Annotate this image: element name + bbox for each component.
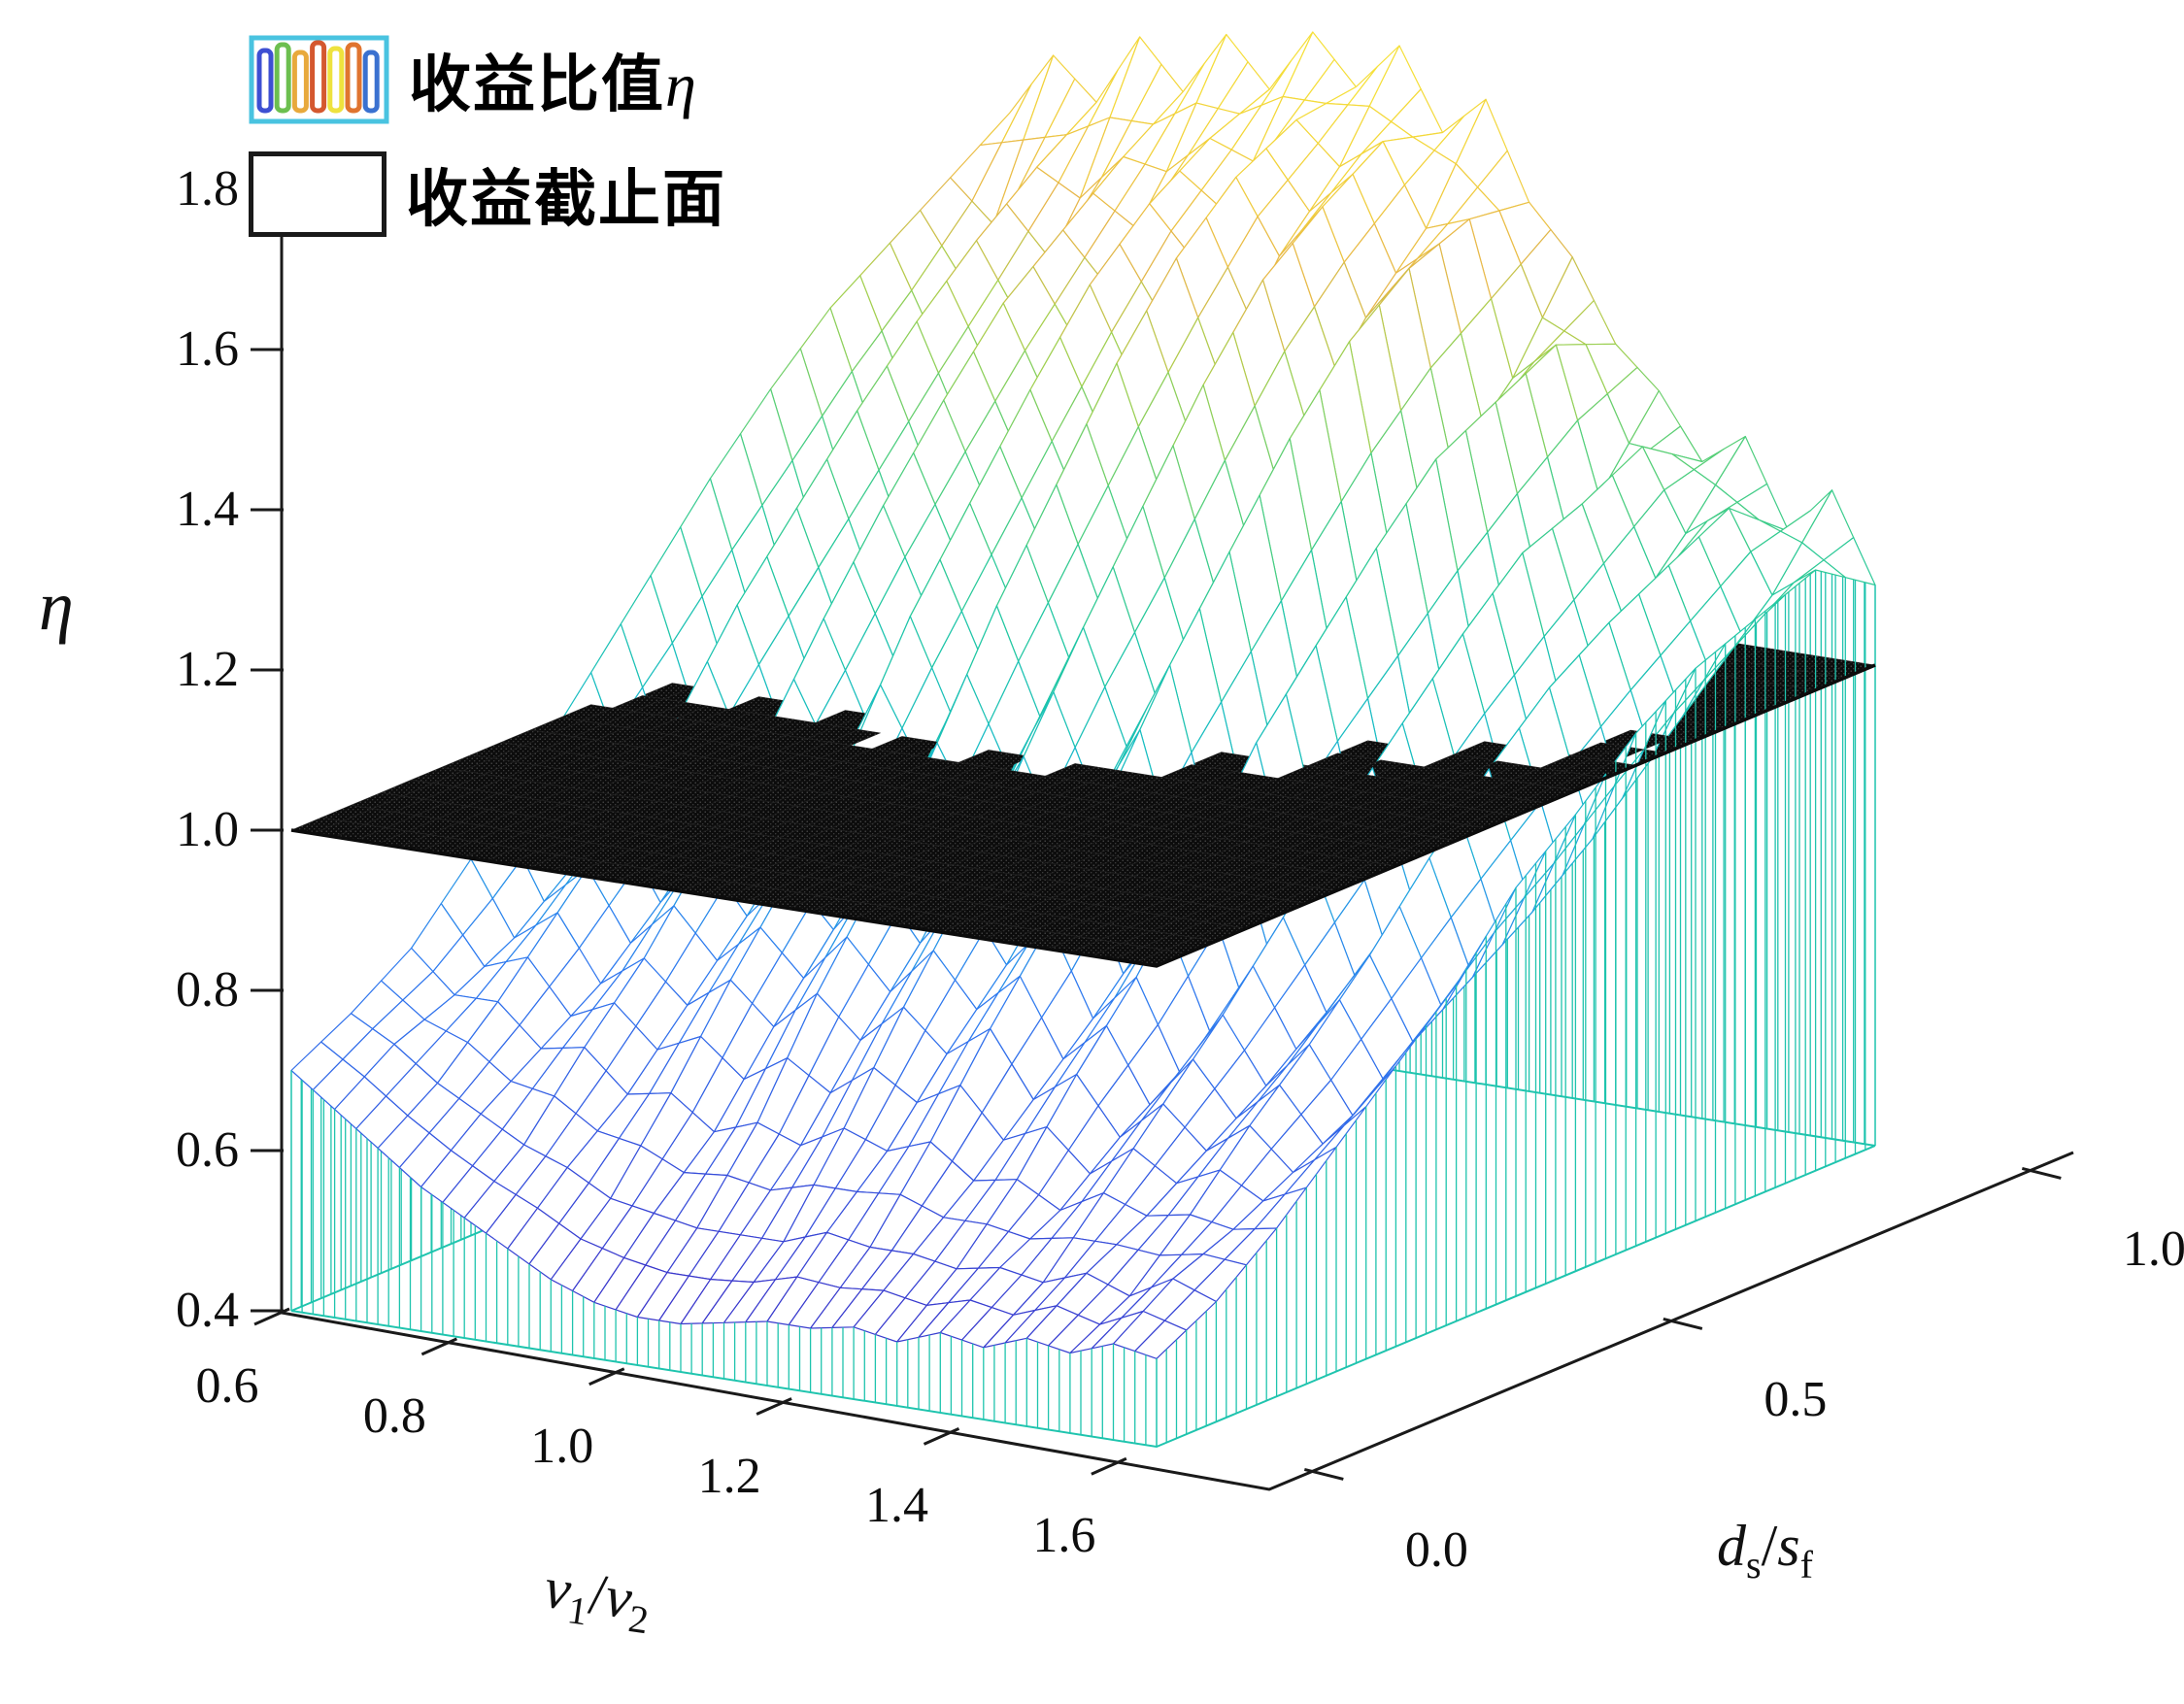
- x-tick-label: 1.0: [530, 1418, 594, 1474]
- legend: 收益比值η 收益截止面: [249, 35, 726, 239]
- z-tick-label: 1.4: [176, 482, 239, 537]
- plane-swatch-icon: [249, 151, 386, 237]
- y-axis-label: ds/sf: [1717, 1514, 1813, 1587]
- z-tick-label: 1.0: [176, 802, 239, 857]
- axes-lines: [251, 173, 2074, 1491]
- mesh-near-skirts: [290, 570, 1876, 1449]
- x-tick-label: 1.2: [697, 1448, 761, 1504]
- mesh-swatch-icon: [249, 35, 389, 124]
- legend-item-plane: 收益截止面: [249, 150, 726, 239]
- x-tick-label: 0.8: [362, 1387, 426, 1444]
- x-tick-label: 0.6: [195, 1358, 259, 1414]
- z-tick-label: 0.6: [176, 1122, 239, 1178]
- z-tick-label: 0.4: [176, 1283, 239, 1338]
- z-tick-label: 1.6: [176, 321, 239, 377]
- y-tick-label: 1.0: [2122, 1221, 2184, 1278]
- z-tick-label: 0.8: [176, 962, 239, 1018]
- y-tick-label: 0.0: [1404, 1522, 1468, 1579]
- mesh-and-plane: [290, 31, 1876, 1359]
- z-axis-label: η: [39, 567, 74, 645]
- y-tick-label: 0.5: [1764, 1372, 1828, 1428]
- legend-item-mesh: 收益比值η: [249, 35, 726, 124]
- legend-label-mesh: 收益比值η: [409, 50, 698, 119]
- x-axis-label: v1/v2: [540, 1554, 652, 1643]
- z-tick-label: 1.8: [176, 161, 239, 217]
- z-tick-label: 1.2: [176, 642, 239, 697]
- x-tick-label: 1.4: [864, 1478, 928, 1534]
- legend-label-plane: 收益截止面: [406, 164, 726, 234]
- cutoff-plane-edge: [290, 663, 1876, 968]
- x-tick-label: 1.6: [1032, 1508, 1096, 1564]
